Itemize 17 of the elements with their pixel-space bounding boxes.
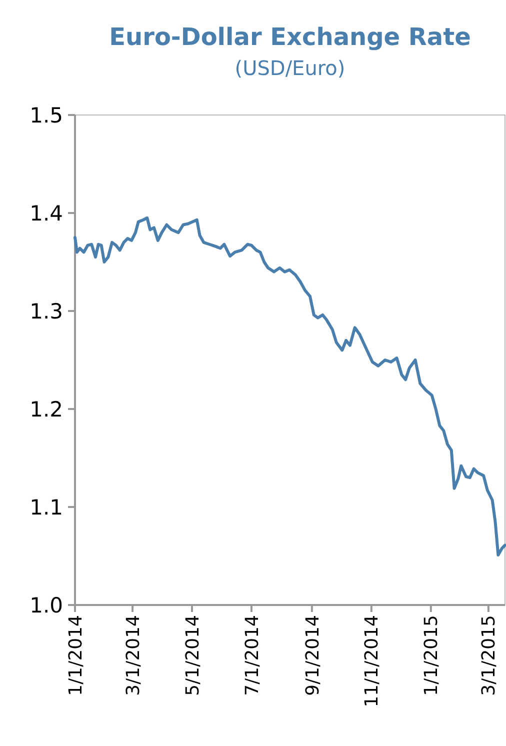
y-tick-label: 1.1: [30, 495, 63, 520]
x-tick-label: 3/1/2015: [478, 615, 500, 696]
x-tick-label: 3/1/2014: [122, 615, 144, 696]
y-tick-label: 1.5: [30, 103, 63, 128]
x-tick-label: 5/1/2014: [182, 615, 204, 696]
chart-title: Euro-Dollar Exchange Rate: [109, 23, 471, 51]
x-tick-label: 1/1/2014: [65, 615, 86, 696]
y-tick-label: 1.0: [30, 593, 63, 618]
line-series: [74, 216, 506, 557]
x-tick-label: 9/1/2014: [302, 615, 324, 696]
x-tick-label: 1/1/2015: [421, 615, 442, 696]
y-tick-label: 1.4: [30, 201, 63, 226]
x-tick-label: 11/1/2014: [362, 615, 383, 708]
chart-subtitle: (USD/Euro): [234, 56, 346, 80]
y-tick-label: 1.2: [30, 397, 63, 422]
y-tick-label: 1.3: [30, 299, 63, 324]
x-tick-label: 7/1/2014: [242, 615, 263, 696]
